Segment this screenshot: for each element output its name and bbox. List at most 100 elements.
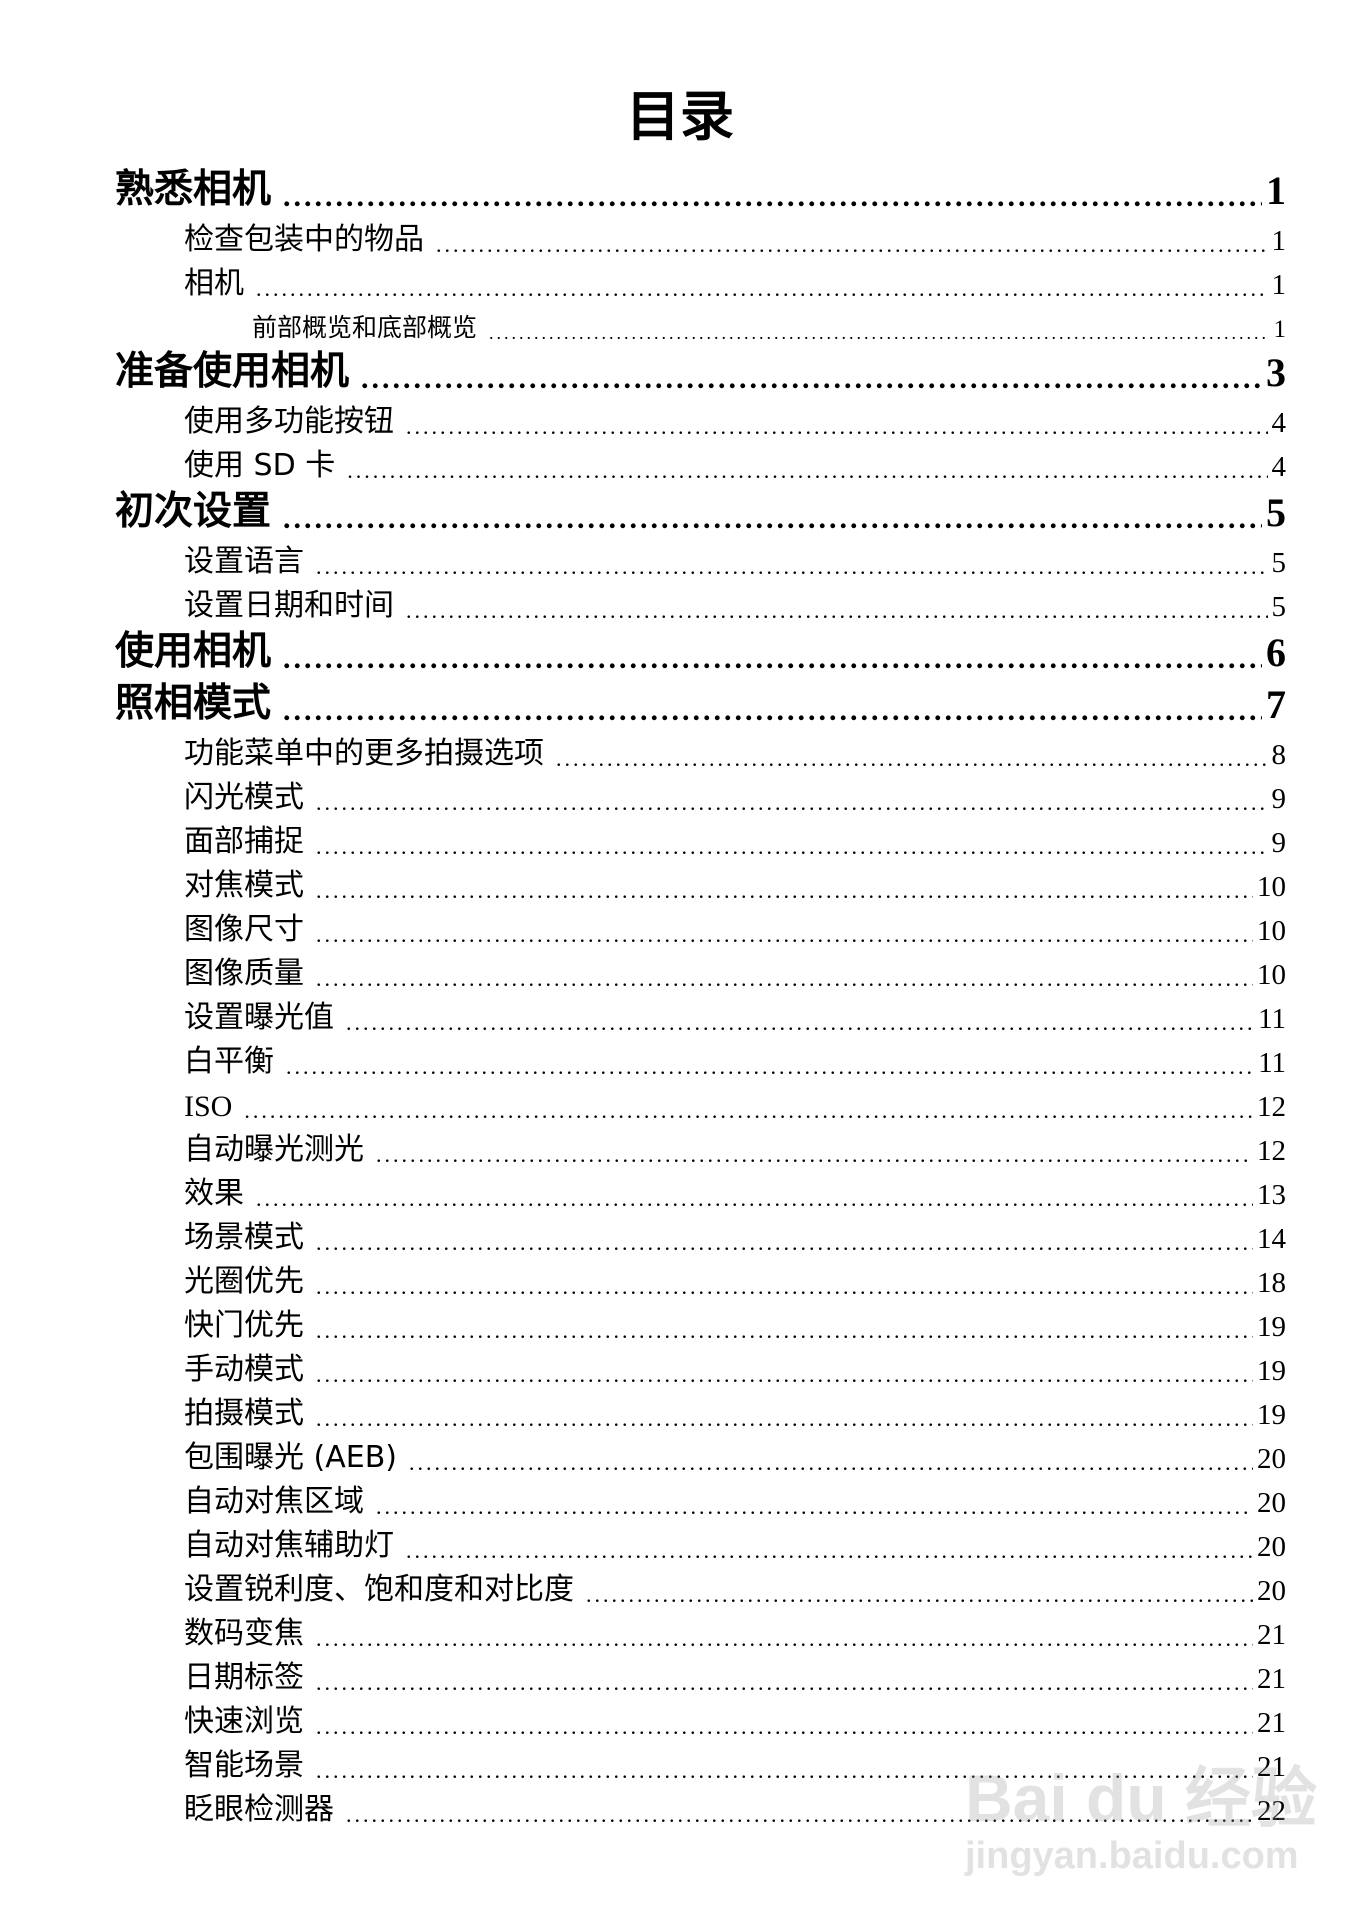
toc-entry-label: 拍摄模式: [184, 1396, 304, 1431]
toc-entry-page-number: 21: [1257, 1751, 1286, 1783]
toc-entry-page-number: 1: [1271, 269, 1287, 301]
toc-entry-page-number: 13: [1257, 1179, 1286, 1211]
toc-entry-level-1[interactable]: 准备使用相机 3: [115, 344, 1286, 396]
toc-entry-page-number: 21: [1257, 1707, 1286, 1739]
toc-entry-label: 白平衡: [184, 1044, 274, 1079]
toc-entry-page-number: 19: [1257, 1311, 1286, 1343]
dot-leader: [256, 1186, 1253, 1212]
toc-entry-level-2[interactable]: 使用 SD 卡 4: [115, 440, 1286, 484]
toc-entry-level-2[interactable]: 设置锐利度、饱和度和对比度 20: [115, 1564, 1286, 1608]
toc-entry-level-2[interactable]: 设置日期和时间 5: [115, 580, 1286, 624]
toc-entry-label: 快速浏览: [184, 1704, 304, 1739]
toc-entry-page-number: 20: [1257, 1531, 1286, 1563]
toc-entry-page-number: 10: [1257, 959, 1286, 991]
toc-entry-level-2[interactable]: 效果 13: [115, 1168, 1286, 1212]
toc-entry-label: 检查包装中的物品: [184, 222, 424, 257]
toc-entry-label: 对焦模式: [184, 868, 304, 903]
toc-entry-page-number: 18: [1257, 1267, 1286, 1299]
toc-entry-level-1[interactable]: 熟悉相机 1: [115, 162, 1286, 214]
toc-entry-level-2[interactable]: 闪光模式 9: [115, 772, 1286, 816]
toc-entry-label: 初次设置: [115, 489, 272, 534]
dot-leader: [316, 554, 1268, 580]
toc-entry-label: ISO: [184, 1090, 233, 1123]
toc-entry-level-2[interactable]: 场景模式 14: [115, 1212, 1286, 1256]
toc-entry-label: 面部捕捉: [184, 824, 304, 859]
toc-entry-level-2[interactable]: 对焦模式 10: [115, 860, 1286, 904]
toc-entry-label: 数码变焦: [184, 1616, 304, 1651]
toc-entry-label: 手动模式: [184, 1352, 304, 1387]
page-title: 目录: [626, 85, 734, 148]
toc-entry-level-2[interactable]: 使用多功能按钮 4: [115, 396, 1286, 440]
toc-entry-level-2[interactable]: 自动对焦辅助灯 20: [115, 1520, 1286, 1564]
toc-entry-label: 使用多功能按钮: [184, 404, 394, 439]
toc-entry-level-2[interactable]: 快速浏览 21: [115, 1696, 1286, 1740]
toc-entry-label: 日期标签: [184, 1660, 304, 1695]
toc-entry-level-2[interactable]: 快门优先 19: [115, 1300, 1286, 1344]
toc-entry-page-number: 19: [1257, 1355, 1286, 1387]
toc-entry-level-1[interactable]: 使用相机 6: [115, 624, 1286, 676]
toc-entry-level-2[interactable]: 检查包装中的物品 1: [115, 214, 1286, 258]
toc-entry-level-1[interactable]: 初次设置 5: [115, 484, 1286, 536]
dot-leader: [409, 1450, 1253, 1476]
watermark-url: jingyan.baidu.com: [965, 1835, 1299, 1877]
toc-entry-page-number: 9: [1271, 783, 1287, 815]
dot-leader: [406, 414, 1268, 440]
toc-entry-level-2[interactable]: 眨眼检测器 22: [115, 1784, 1286, 1828]
toc-entry-level-2[interactable]: 自动曝光测光 12: [115, 1124, 1286, 1168]
toc-entry-level-2[interactable]: 智能场景 21: [115, 1740, 1286, 1784]
toc-entry-page-number: 9: [1271, 827, 1287, 859]
toc-entry-level-2[interactable]: 设置曝光值 11: [115, 992, 1286, 1036]
toc-entry-level-2[interactable]: 图像尺寸 10: [115, 904, 1286, 948]
toc-entry-page-number: 4: [1271, 451, 1287, 483]
dot-leader: [376, 1142, 1253, 1168]
toc-entry-page-number: 22: [1257, 1795, 1286, 1827]
toc-entry-level-1[interactable]: 照相模式 7: [115, 676, 1286, 728]
toc-entry-page-number: 4: [1271, 407, 1287, 439]
dot-leader: [316, 1758, 1253, 1784]
dot-leader: [316, 966, 1253, 992]
toc-entry-label: 效果: [184, 1176, 244, 1211]
toc-entry-level-2[interactable]: 包围曝光 (AEB) 20: [115, 1432, 1286, 1476]
toc-entry-page-number: 10: [1257, 871, 1286, 903]
toc-entry-level-2[interactable]: 白平衡 11: [115, 1036, 1286, 1080]
dot-leader: [256, 276, 1268, 302]
toc-entry-label: 包围曝光 (AEB): [184, 1440, 398, 1475]
toc-entry-page-number: 20: [1257, 1575, 1286, 1607]
toc-entry-label: 设置日期和时间: [184, 588, 394, 623]
toc-entry-label: 闪光模式: [184, 780, 304, 815]
toc-entry-page-number: 5: [1271, 547, 1287, 579]
toc-entry-page-number: 6: [1266, 630, 1286, 675]
toc-entry-level-2[interactable]: 面部捕捉 9: [115, 816, 1286, 860]
toc-entry-level-2[interactable]: 设置语言 5: [115, 536, 1286, 580]
toc-entry-level-2[interactable]: 拍摄模式 19: [115, 1388, 1286, 1432]
toc-entry-label: 准备使用相机: [115, 349, 350, 394]
dot-leader: [316, 1670, 1253, 1696]
dot-leader: [286, 1054, 1254, 1080]
toc-entry-level-2[interactable]: ISO 12: [115, 1080, 1286, 1124]
toc-entry-level-2[interactable]: 功能菜单中的更多拍摄选项 8: [115, 728, 1286, 772]
toc-entry-label: 图像质量: [184, 956, 304, 991]
toc-entry-page-number: 21: [1257, 1619, 1286, 1651]
toc-entry-level-3[interactable]: 前部概览和底部概览 1: [115, 302, 1286, 344]
toc-entry-label: 照相模式: [115, 681, 272, 726]
dot-leader: [376, 1494, 1253, 1520]
toc-entry-level-2[interactable]: 自动对焦区域 20: [115, 1476, 1286, 1520]
toc-entry-level-2[interactable]: 日期标签 21: [115, 1652, 1286, 1696]
dot-leader: [316, 878, 1253, 904]
dot-leader: [316, 1362, 1253, 1388]
toc-entry-level-2[interactable]: 相机 1: [115, 258, 1286, 302]
dot-leader: [316, 1406, 1253, 1432]
dot-leader: [244, 1098, 1253, 1124]
toc-entry-page-number: 1: [1271, 225, 1287, 257]
dot-leader: [283, 501, 1262, 536]
toc-entry-level-2[interactable]: 图像质量 10: [115, 948, 1286, 992]
dot-leader: [346, 1010, 1254, 1036]
toc-entry-level-2[interactable]: 光圈优先 18: [115, 1256, 1286, 1300]
toc-entry-label: 设置锐利度、饱和度和对比度: [184, 1572, 574, 1607]
toc-entry-level-2[interactable]: 手动模式 19: [115, 1344, 1286, 1388]
dot-leader: [347, 458, 1267, 484]
toc-entry-label: 自动曝光测光: [184, 1132, 364, 1167]
toc-entry-page-number: 14: [1257, 1223, 1286, 1255]
toc-entry-level-2[interactable]: 数码变焦 21: [115, 1608, 1286, 1652]
dot-leader: [406, 598, 1268, 624]
